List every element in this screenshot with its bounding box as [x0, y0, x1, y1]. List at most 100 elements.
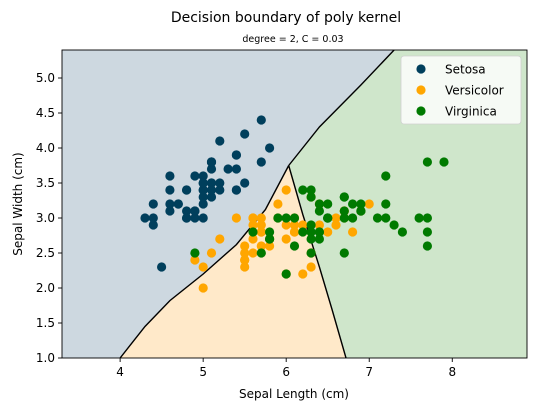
data-point — [273, 213, 283, 223]
data-point — [198, 185, 208, 195]
y-tick-label: 3.0 — [36, 211, 55, 225]
data-point — [256, 241, 266, 251]
data-point — [140, 213, 150, 223]
data-point — [206, 164, 217, 174]
data-point — [206, 178, 217, 188]
data-point — [190, 213, 200, 223]
data-point — [248, 227, 258, 237]
data-point — [389, 220, 399, 230]
data-point — [306, 220, 316, 230]
data-point — [198, 192, 208, 202]
data-point — [198, 213, 208, 223]
data-point — [281, 234, 291, 244]
decision-boundary — [119, 50, 395, 358]
data-point — [422, 227, 432, 237]
data-point — [190, 171, 200, 181]
scatter-points — [140, 115, 449, 293]
data-point — [148, 213, 158, 223]
boundary-versicolor-virginica — [288, 165, 347, 358]
data-point — [231, 213, 241, 223]
x-tick-label: 4 — [116, 365, 124, 379]
data-point — [157, 262, 167, 272]
data-point — [231, 164, 241, 174]
data-point — [381, 213, 391, 223]
data-point — [215, 185, 225, 195]
data-point — [281, 185, 291, 195]
data-point — [331, 220, 341, 230]
data-point — [248, 220, 258, 230]
data-point — [240, 241, 250, 251]
data-point — [148, 199, 158, 209]
data-point — [298, 220, 308, 230]
y-tick-label: 4.0 — [36, 141, 55, 155]
data-point — [289, 213, 300, 223]
boundary-setosa-versicolor — [119, 165, 290, 358]
data-point — [256, 115, 266, 125]
legend-label-setosa: Setosa — [445, 63, 486, 77]
legend-box — [400, 55, 522, 125]
data-point — [281, 220, 291, 230]
data-point — [240, 129, 250, 139]
chart-subtitle: degree = 2, C = 0.03 — [242, 34, 343, 45]
data-point — [422, 213, 432, 223]
legend-marker-setosa — [416, 64, 426, 74]
data-point — [206, 185, 217, 195]
data-point — [240, 255, 250, 265]
data-point — [223, 164, 233, 174]
legend-marker-virginica — [416, 106, 426, 116]
data-point — [381, 199, 391, 209]
y-tick-label: 4.5 — [36, 106, 55, 120]
y-tick-label: 5.0 — [36, 71, 55, 85]
data-point — [256, 227, 266, 237]
y-tick-label: 2.0 — [36, 281, 55, 295]
data-point — [381, 171, 391, 181]
data-point — [289, 227, 300, 237]
data-point — [339, 192, 349, 202]
data-point — [265, 227, 275, 237]
data-point — [182, 213, 192, 223]
data-point — [198, 283, 208, 293]
data-point — [314, 234, 324, 244]
plot-frame — [61, 49, 528, 359]
data-point — [265, 143, 275, 153]
y-tick-label: 2.5 — [36, 246, 55, 260]
data-point — [273, 199, 283, 209]
boundary-setosa-virginica — [288, 50, 395, 166]
data-point — [215, 178, 225, 188]
data-point — [173, 199, 183, 209]
data-point — [339, 213, 349, 223]
legend: Setosa Versicolor Virginica — [400, 55, 522, 125]
chart-title: Decision boundary of poly kernel — [171, 10, 401, 26]
data-point — [265, 241, 275, 251]
x-tick-label: 6 — [282, 365, 290, 379]
data-point — [148, 220, 158, 230]
data-point — [256, 157, 266, 167]
data-point — [248, 248, 258, 258]
data-point — [372, 213, 383, 223]
data-point — [248, 213, 258, 223]
data-point — [165, 199, 175, 209]
data-point — [165, 171, 175, 181]
y-tick-label: 1.0 — [36, 351, 55, 365]
y-tick-label: 3.5 — [36, 176, 55, 190]
data-point — [240, 178, 250, 188]
data-point — [256, 248, 266, 258]
data-point — [339, 248, 349, 258]
data-point — [198, 171, 208, 181]
legend-label-versicolor: Versicolor — [445, 84, 504, 98]
data-point — [206, 248, 217, 258]
data-point — [215, 136, 225, 146]
data-point — [231, 150, 241, 160]
data-point — [198, 178, 208, 188]
data-point — [414, 213, 424, 223]
data-point — [298, 227, 308, 237]
data-point — [165, 185, 175, 195]
series-virginica — [190, 157, 449, 279]
data-point — [298, 185, 308, 195]
data-point — [215, 234, 225, 244]
x-axis-label: Sepal Length (cm) — [239, 387, 349, 401]
x-tick-label: 7 — [365, 365, 373, 379]
data-point — [198, 199, 208, 209]
data-point — [323, 227, 333, 237]
